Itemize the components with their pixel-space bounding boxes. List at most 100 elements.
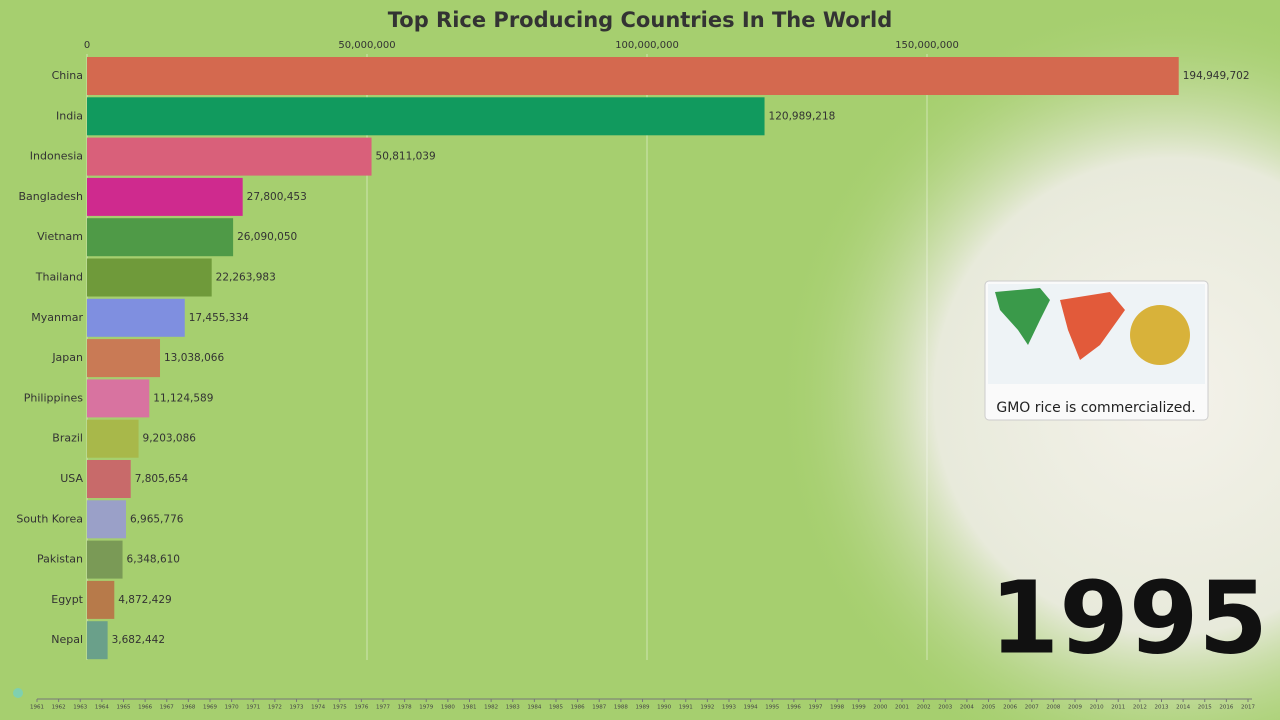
value-label: 9,203,086 bbox=[143, 433, 197, 445]
value-label: 6,965,776 bbox=[130, 513, 184, 525]
timeline-label: 2000 bbox=[873, 705, 887, 711]
category-label: Bangladesh bbox=[19, 190, 84, 203]
timeline-label: 2016 bbox=[1219, 705, 1233, 711]
timeline-label: 1967 bbox=[160, 705, 174, 711]
timeline-label: 1989 bbox=[636, 705, 650, 711]
x-tick-label: 150,000,000 bbox=[895, 40, 959, 51]
timeline-label: 1978 bbox=[398, 705, 412, 711]
annotation-text: GMO rice is commercialized. bbox=[996, 400, 1195, 416]
category-label: Philippines bbox=[24, 391, 84, 404]
timeline-label: 1966 bbox=[138, 705, 152, 711]
timeline-label: 2008 bbox=[1046, 705, 1060, 711]
timeline-label: 1985 bbox=[549, 705, 563, 711]
bar bbox=[87, 177, 243, 216]
timeline-label: 1982 bbox=[484, 705, 498, 711]
value-label: 4,872,429 bbox=[118, 594, 171, 606]
timeline-label: 1997 bbox=[809, 705, 823, 711]
timeline-label: 1970 bbox=[225, 705, 239, 711]
timeline-label: 2002 bbox=[917, 705, 931, 711]
timeline-label: 2013 bbox=[1155, 705, 1169, 711]
category-label: South Korea bbox=[16, 512, 83, 525]
timeline-label: 2001 bbox=[895, 705, 909, 711]
timeline-label: 1986 bbox=[571, 705, 585, 711]
timeline-label: 1999 bbox=[852, 705, 866, 711]
timeline-label: 1979 bbox=[419, 705, 433, 711]
timeline-label: 1996 bbox=[787, 705, 801, 711]
timeline-label: 1980 bbox=[441, 705, 455, 711]
timeline-label: 1962 bbox=[52, 705, 66, 711]
category-label: Brazil bbox=[52, 432, 83, 445]
timeline-label: 2014 bbox=[1176, 705, 1190, 711]
timeline-label: 2009 bbox=[1068, 705, 1082, 711]
timeline-label: 1972 bbox=[268, 705, 282, 711]
value-label: 7,805,654 bbox=[135, 473, 189, 485]
timeline-label: 1991 bbox=[679, 705, 693, 711]
bar bbox=[87, 580, 115, 619]
value-label: 194,949,702 bbox=[1183, 70, 1250, 82]
timeline-label: 1983 bbox=[506, 705, 520, 711]
bar bbox=[87, 379, 150, 418]
timeline-label: 1974 bbox=[311, 705, 325, 711]
timeline-label: 2003 bbox=[938, 705, 952, 711]
x-tick-label: 50,000,000 bbox=[338, 40, 395, 51]
category-label: Nepal bbox=[51, 633, 83, 646]
timeline-label: 2015 bbox=[1198, 705, 1212, 711]
timeline-label: 1965 bbox=[117, 705, 131, 711]
timeline-label: 1984 bbox=[527, 705, 541, 711]
year-label: 1995 bbox=[990, 559, 1268, 676]
timeline-label: 2011 bbox=[1111, 705, 1125, 711]
bar bbox=[87, 339, 161, 378]
plot: 0 50,000,000 100,000,000 150,000,000 194,949… bbox=[16, 40, 1250, 660]
value-label: 13,038,066 bbox=[164, 352, 224, 364]
timeline-label: 1995 bbox=[765, 705, 779, 711]
bar bbox=[87, 298, 185, 337]
bar bbox=[87, 137, 372, 176]
bar bbox=[87, 500, 127, 539]
chart-title: Top Rice Producing Countries In The Worl… bbox=[388, 8, 893, 32]
bar bbox=[87, 57, 1179, 95]
timeline-label: 1998 bbox=[830, 705, 844, 711]
timeline-label: 1976 bbox=[354, 705, 368, 711]
value-label: 22,263,983 bbox=[216, 272, 276, 284]
value-label: 3,682,442 bbox=[112, 634, 165, 646]
bar bbox=[87, 419, 139, 458]
timeline-label: 1964 bbox=[95, 705, 109, 711]
map-shape bbox=[1060, 292, 1125, 360]
timeline-label: 2004 bbox=[960, 705, 974, 711]
annotation-card: GMO rice is commercialized. bbox=[984, 280, 1209, 421]
timeline-label: 1990 bbox=[657, 705, 671, 711]
timeline-label: 1963 bbox=[73, 705, 87, 711]
category-label: Thailand bbox=[35, 271, 83, 284]
map-shape bbox=[995, 288, 1050, 345]
timeline-label: 1975 bbox=[333, 705, 347, 711]
timeline-label: 1961 bbox=[30, 705, 44, 711]
value-label: 26,090,050 bbox=[237, 231, 297, 243]
bar bbox=[87, 621, 108, 660]
timeline-label: 2005 bbox=[982, 705, 996, 711]
timeline-label: 1968 bbox=[181, 705, 195, 711]
category-label: China bbox=[52, 69, 83, 82]
bar bbox=[87, 258, 212, 297]
bar bbox=[87, 540, 123, 579]
value-label: 11,124,589 bbox=[153, 392, 213, 404]
x-tick-label: 0 bbox=[84, 40, 90, 51]
value-label: 120,989,218 bbox=[769, 110, 836, 122]
bar bbox=[87, 218, 234, 257]
category-label: Pakistan bbox=[37, 553, 83, 566]
timeline-label: 1969 bbox=[203, 705, 217, 711]
timeline-label: 1981 bbox=[463, 705, 477, 711]
category-label: India bbox=[56, 109, 83, 122]
category-label: USA bbox=[60, 472, 83, 485]
value-label: 27,800,453 bbox=[247, 191, 307, 203]
value-label: 6,348,610 bbox=[127, 554, 180, 566]
value-label: 50,811,039 bbox=[376, 151, 436, 163]
value-label: 17,455,334 bbox=[189, 312, 249, 324]
bar bbox=[87, 460, 131, 498]
timeline-label: 1973 bbox=[290, 705, 304, 711]
category-label: Vietnam bbox=[37, 230, 83, 243]
timeline-label: 2007 bbox=[1025, 705, 1039, 711]
category-label: Egypt bbox=[51, 593, 83, 606]
timeline-label: 2017 bbox=[1241, 705, 1255, 711]
rice-bowl bbox=[1130, 305, 1190, 365]
